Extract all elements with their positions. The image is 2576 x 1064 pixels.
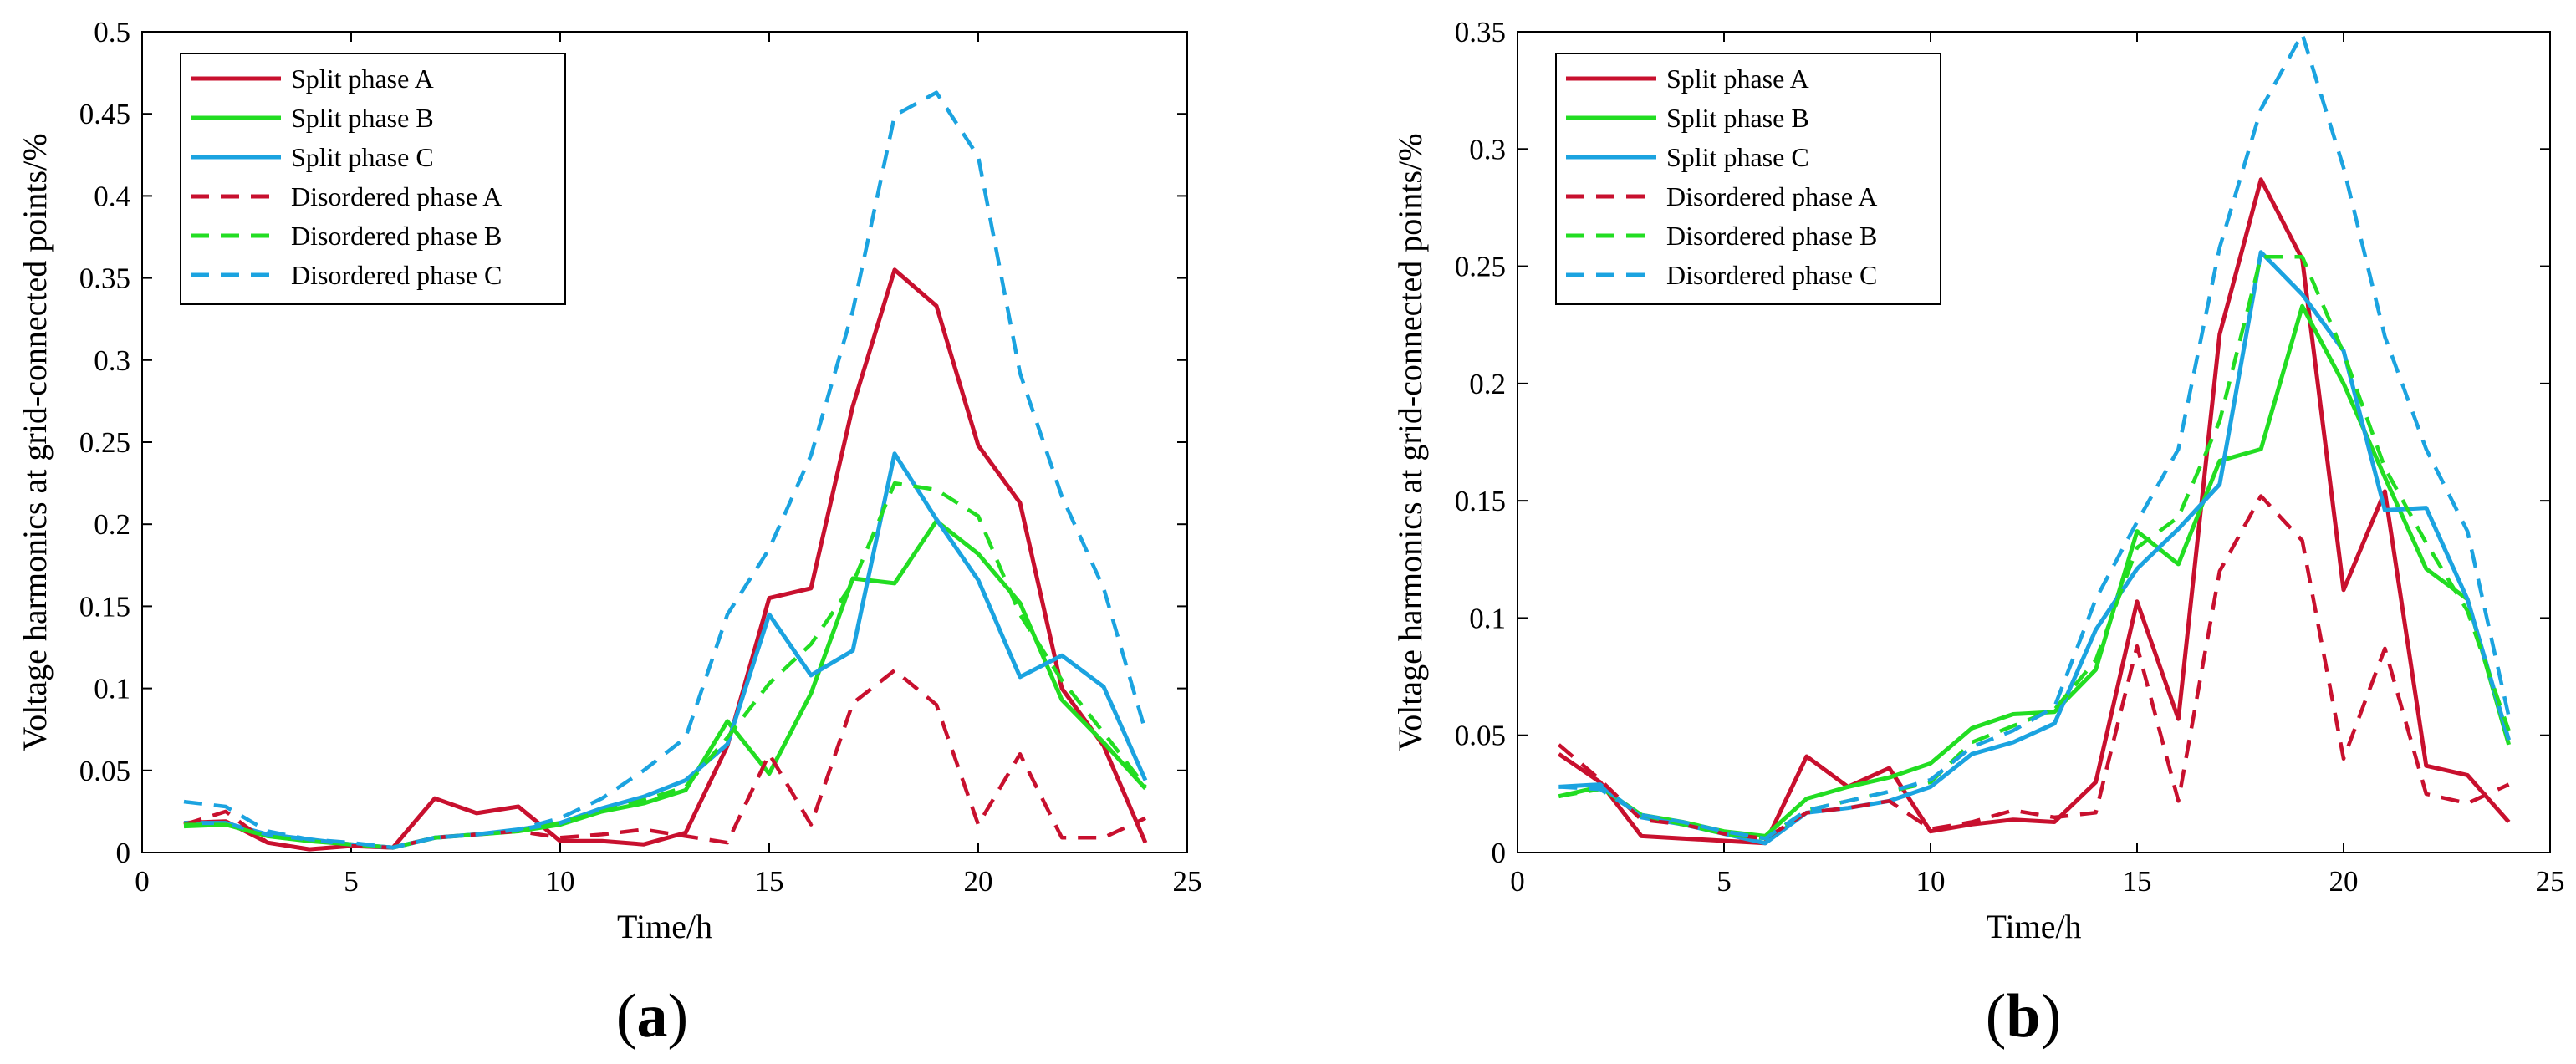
series-line-1 (1557, 177, 2511, 846)
x-tick-label: 10 (1916, 865, 1946, 898)
series-line-4 (1557, 494, 2510, 841)
legend-label: Disordered phase B (1666, 221, 1877, 251)
series-line-3 (1558, 250, 2511, 846)
y-tick-label: 0.35 (1455, 16, 1506, 48)
panel-label-a: (a) (616, 982, 688, 1051)
series-line-2 (1558, 303, 2512, 838)
y-axis-label: Voltage harmonics at grid-connected poin… (16, 133, 54, 751)
x-tick-label: 15 (2123, 865, 2152, 898)
y-tick-label: 0.05 (1455, 720, 1506, 752)
x-tick-label: 25 (1173, 865, 1202, 898)
x-tick-label: 20 (2329, 865, 2359, 898)
legend-label: Split phase A (291, 64, 434, 94)
y-tick-label: 0.25 (1455, 251, 1506, 283)
legend-label: Disordered phase C (291, 260, 502, 290)
chart-panel-a: 0 5 10 15 20 25 0 0.05 0.1 0.15 0.2 0.25 0.3 0.35 0.4 0… (16, 16, 1202, 945)
y-axis-label: Voltage harmonics at grid-connected poin… (1391, 133, 1429, 751)
y-tick-label: 0.25 (79, 426, 130, 459)
legend-label: Disordered phase B (291, 221, 502, 251)
y-tick-label: 0.45 (79, 98, 130, 130)
series-line-1 (183, 267, 1148, 852)
x-tick-label: 5 (1716, 865, 1732, 898)
x-tick-label: 25 (2536, 865, 2565, 898)
y-tick-label: 0.1 (94, 673, 130, 705)
x-tick-label: 20 (964, 865, 993, 898)
legend-label: Split phase C (1666, 142, 1809, 172)
legend-label: Disordered phase A (1666, 181, 1877, 211)
chart-panel-b: 0 5 10 15 20 25 0 0.05 0.1 0.15 0.2 0.25 0.3 0.35 Time… (1391, 16, 2565, 945)
series-line-4 (183, 668, 1146, 852)
x-tick-label: 0 (135, 865, 150, 898)
y-tick-label: 0.3 (94, 344, 130, 377)
y-tick-label: 0.2 (1469, 368, 1506, 400)
legend-label: Disordered phase C (1666, 260, 1877, 290)
series-line-6 (1558, 32, 2511, 841)
legend-label: Split phase A (1666, 64, 1809, 94)
legend-box (180, 53, 566, 305)
y-tick-label: 0.05 (79, 755, 130, 787)
x-tick-label: 10 (546, 865, 575, 898)
y-tick-label: 0.5 (94, 16, 130, 48)
panel-label-b: (b) (1986, 982, 2061, 1051)
y-tick-label: 0.15 (1455, 485, 1506, 517)
legend-label: Split phase B (1666, 103, 1809, 133)
x-axis-label: Time/h (1986, 908, 2081, 945)
legend-label: Split phase C (291, 142, 434, 172)
x-tick-label: 0 (1510, 865, 1525, 898)
plot-area (1517, 31, 2551, 853)
x-tick-label: 15 (755, 865, 784, 898)
series-line-5 (1558, 255, 2511, 841)
y-tick-label: 0.4 (94, 180, 130, 212)
y-tick-label: 0 (1492, 837, 1507, 869)
y-tick-label: 0.35 (79, 262, 130, 295)
series-line-6 (183, 90, 1148, 850)
y-tick-label: 0.2 (94, 508, 130, 541)
y-tick-label: 0.3 (1469, 133, 1506, 165)
y-tick-label: 0.1 (1469, 602, 1506, 634)
legend-box (1555, 53, 1941, 305)
y-tick-label: 0 (116, 837, 131, 869)
y-tick-label: 0.15 (79, 590, 130, 623)
x-tick-label: 5 (344, 865, 359, 898)
series-line-5 (184, 481, 1147, 850)
legend-label: Disordered phase A (291, 181, 502, 211)
x-axis-label: Time/h (617, 908, 712, 945)
legend-label: Split phase B (291, 103, 434, 133)
